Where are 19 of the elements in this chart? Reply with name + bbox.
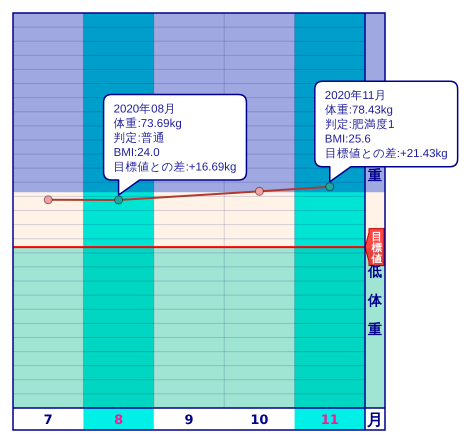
x-tick-label: 10 <box>250 413 268 428</box>
ref-line-label: 目標値 <box>370 231 382 266</box>
band-label: 重 <box>367 168 382 184</box>
annotation: 目標値との差:+16.69kg <box>114 160 236 174</box>
x-axis-title: 月 <box>366 410 383 429</box>
band-label: 低体重 <box>367 264 383 338</box>
text: 判定:普通 <box>114 130 165 144</box>
text: 体重:73.69kg <box>114 116 182 130</box>
x-tick-label: 7 <box>44 413 53 428</box>
text: BMI:25.6 <box>324 134 371 146</box>
text: 判定:肥満度1 <box>324 117 394 132</box>
x-tick-label: 8 <box>114 413 124 428</box>
text: BMI:24.0 <box>114 146 160 159</box>
text: 2020年08月 <box>114 102 176 116</box>
x-tick-label: 9 <box>184 413 194 428</box>
text: 2020年11月 <box>324 89 386 102</box>
text: 体重:78.43kg <box>324 104 393 117</box>
x-tick-label: 11 <box>320 413 339 428</box>
annotation: 目標値との差:+21.43kg <box>324 147 448 160</box>
